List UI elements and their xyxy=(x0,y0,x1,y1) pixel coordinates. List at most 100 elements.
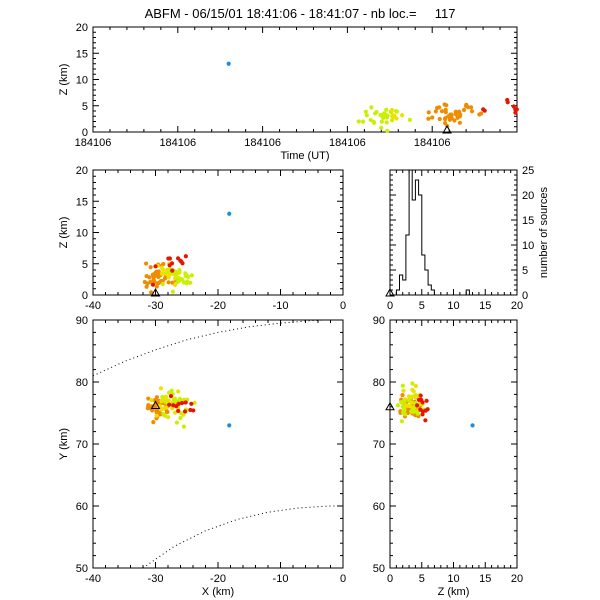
panel-z-y: 0 5 10 15 20 50 60 70 80 90 Z (km) xyxy=(373,315,523,598)
y-tick-label: 0 xyxy=(82,290,88,302)
source-point xyxy=(400,393,405,398)
source-point xyxy=(384,107,389,112)
source-point xyxy=(148,279,153,285)
source-point xyxy=(185,279,190,284)
source-point xyxy=(389,107,395,113)
source-point xyxy=(166,256,171,261)
x-tick-label: -10 xyxy=(273,300,289,312)
x-axis-label: X (km) xyxy=(202,586,234,598)
source-point xyxy=(176,389,181,394)
x-axis-label: Z (km) xyxy=(438,586,470,598)
y-tick-label: 0 xyxy=(522,290,528,302)
station-marker-icon xyxy=(385,287,395,297)
station-marker-icon xyxy=(150,400,161,410)
y-axis-label: number of sources xyxy=(538,186,550,278)
source-point xyxy=(469,109,475,114)
source-point xyxy=(363,109,368,114)
source-point xyxy=(174,272,179,277)
x-tick-label: 5 xyxy=(419,573,425,585)
source-point xyxy=(406,394,412,399)
source-point xyxy=(167,263,172,268)
source-point xyxy=(371,119,376,124)
x-tick-label: -30 xyxy=(148,300,164,312)
source-point xyxy=(413,392,418,398)
plot-frame xyxy=(92,319,344,569)
source-point xyxy=(154,413,159,418)
source-point xyxy=(159,399,164,404)
source-point xyxy=(401,388,406,393)
source-point xyxy=(395,403,400,408)
x-tick-label: 0 xyxy=(340,300,346,312)
source-point xyxy=(154,269,159,274)
source-point xyxy=(151,277,156,282)
source-point xyxy=(175,256,181,261)
source-point xyxy=(425,407,430,412)
source-point xyxy=(364,113,369,118)
source-point xyxy=(410,394,415,399)
x-tick-label: 0 xyxy=(387,573,393,585)
y-tick-label: 70 xyxy=(76,439,88,451)
y-tick-label: 0 xyxy=(82,127,88,139)
x-tick-label: 10 xyxy=(447,573,459,585)
source-point xyxy=(151,420,156,425)
plot-frame xyxy=(92,169,344,296)
source-point xyxy=(407,397,412,402)
source-point xyxy=(443,116,448,121)
source-point xyxy=(399,400,404,405)
y-tick-label: 25 xyxy=(522,165,534,177)
source-point xyxy=(148,265,153,270)
source-point xyxy=(183,271,188,276)
source-point xyxy=(405,403,411,409)
source-point xyxy=(437,105,442,110)
y-tick-label: 15 xyxy=(76,48,88,60)
source-point xyxy=(164,405,169,410)
source-point xyxy=(400,404,405,409)
source-point xyxy=(177,267,182,273)
x-tick-label: -10 xyxy=(273,573,289,585)
source-point xyxy=(146,396,151,401)
x-tick-label: -20 xyxy=(210,300,226,312)
source-point xyxy=(146,404,151,409)
station-marker-icon xyxy=(442,124,452,134)
source-point xyxy=(458,112,463,117)
source-point xyxy=(479,111,484,116)
source-point xyxy=(174,420,180,425)
source-point xyxy=(160,395,165,400)
source-point xyxy=(161,412,166,417)
y-tick-label: 90 xyxy=(373,315,385,327)
source-point xyxy=(165,409,170,415)
source-point xyxy=(162,276,168,281)
y-tick-label: 80 xyxy=(76,377,88,389)
panel-time-height: 184106 184106 184106 184106 18410605101520Ti… xyxy=(58,22,519,162)
x-tick-label: -30 xyxy=(148,573,164,585)
source-point xyxy=(430,115,435,120)
source-point xyxy=(369,105,374,110)
source-point xyxy=(189,401,194,406)
source-point xyxy=(226,61,231,66)
source-point xyxy=(414,403,420,408)
source-point xyxy=(170,268,175,273)
y-tick-label: 15 xyxy=(76,196,88,208)
y-tick-label: 80 xyxy=(373,377,385,389)
source-point xyxy=(154,395,160,400)
source-point xyxy=(407,117,412,122)
x-tick-label: 20 xyxy=(511,300,523,312)
source-point xyxy=(379,119,384,124)
y-tick-label: 50 xyxy=(373,563,385,575)
y-tick-label: 5 xyxy=(522,265,528,277)
source-point xyxy=(399,419,404,424)
plot-frame xyxy=(92,26,518,133)
source-point xyxy=(400,383,405,388)
source-point xyxy=(513,107,518,112)
x-tick-label: 184106 xyxy=(329,137,366,149)
source-point xyxy=(153,404,158,409)
y-tick-label: 10 xyxy=(522,240,534,252)
source-point xyxy=(161,267,166,272)
source-point xyxy=(183,254,188,259)
source-point xyxy=(384,120,389,125)
source-point xyxy=(401,410,406,415)
x-axis-label: Time (UT) xyxy=(280,150,329,162)
plot-frame xyxy=(389,319,518,569)
source-point xyxy=(144,273,149,279)
